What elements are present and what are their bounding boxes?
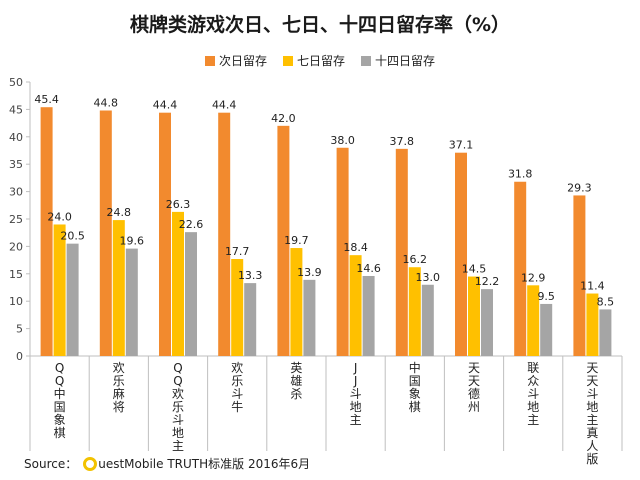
data-label: 38.0	[330, 134, 355, 147]
bar-0-2	[159, 112, 171, 356]
data-label: 18.4	[343, 241, 368, 254]
y-tick-label: 10	[9, 295, 23, 308]
legend-item-2: 十四日留存	[361, 52, 435, 69]
bar-0-8	[514, 181, 527, 356]
legend-swatch-2	[361, 55, 371, 66]
bar-1-8	[527, 285, 540, 356]
data-label: 44.4	[153, 99, 178, 112]
y-tick-label: 50	[9, 76, 23, 89]
data-label: 13.3	[238, 269, 263, 282]
x-tick-label: 欢乐斗牛	[231, 360, 243, 414]
bar-1-1	[112, 220, 125, 356]
data-label: 31.8	[508, 168, 533, 181]
data-label: 42.0	[271, 112, 296, 125]
chart-legend: 次日留存 七日留存 十四日留存	[0, 52, 640, 69]
data-label: 22.6	[179, 218, 204, 231]
bar-2-3	[244, 283, 257, 356]
bar-2-4	[303, 279, 316, 356]
bar-2-7	[481, 289, 493, 356]
data-label: 44.8	[94, 96, 119, 109]
data-label: 9.5	[537, 290, 555, 303]
data-label: 14.6	[356, 262, 381, 275]
y-tick-label: 20	[9, 240, 23, 253]
data-label: 44.4	[212, 99, 237, 112]
bar-0-0	[40, 107, 53, 356]
data-label: 13.9	[297, 266, 322, 279]
y-tick-label: 5	[16, 323, 23, 336]
source-note: Source： uestMobile TRUTH标准版 2016年6月	[24, 455, 310, 472]
x-tick-label: 联众斗地主	[527, 361, 539, 427]
x-tick-label: 英雄杀	[290, 361, 302, 401]
bar-2-6	[421, 284, 434, 356]
data-label: 20.5	[60, 230, 85, 243]
bar-0-3	[218, 112, 231, 356]
data-label: 29.3	[567, 181, 592, 194]
x-tick-label: Q Q 中国象棋	[54, 361, 66, 440]
data-label: 37.1	[449, 139, 474, 152]
data-label: 12.2	[475, 275, 500, 288]
y-tick-label: 35	[9, 158, 23, 171]
data-label: 11.4	[580, 280, 605, 293]
questmobile-logo-icon	[83, 456, 98, 471]
y-tick-label: 15	[9, 268, 23, 281]
source-prefix: Source：	[24, 457, 78, 471]
legend-label-1: 七日留存	[296, 54, 345, 68]
x-tick-label: 天天斗地主真人版	[586, 361, 598, 466]
data-label: 24.0	[47, 210, 72, 223]
data-label: 17.7	[225, 245, 250, 258]
legend-swatch-0	[204, 55, 215, 66]
legend-swatch-1	[282, 55, 293, 66]
bar-0-7	[455, 152, 467, 356]
bar-2-8	[540, 303, 553, 356]
data-label: 26.3	[166, 198, 191, 211]
legend-item-0: 次日留存	[204, 52, 267, 69]
data-label: 12.9	[521, 271, 546, 284]
data-label: 37.8	[390, 135, 415, 148]
bar-2-0	[66, 243, 79, 356]
bar-1-9	[586, 293, 599, 356]
bar-1-2	[172, 211, 184, 356]
bar-0-1	[99, 110, 112, 356]
data-label: 19.7	[284, 234, 309, 247]
data-label: 8.5	[597, 295, 615, 308]
bar-1-0	[53, 224, 66, 356]
data-label: 14.5	[462, 263, 487, 276]
x-tick-label: 天天德州	[468, 361, 480, 414]
bar-1-6	[408, 267, 421, 356]
bar-1-7	[468, 276, 480, 356]
bar-2-9	[599, 309, 612, 356]
y-tick-label: 30	[9, 186, 23, 199]
data-label: 24.8	[107, 206, 132, 219]
bar-0-9	[573, 195, 586, 356]
data-label: 13.0	[416, 271, 441, 284]
x-tick-label: J J 斗地主	[350, 361, 362, 427]
bar-1-3	[231, 259, 244, 356]
y-tick-label: 25	[9, 213, 23, 226]
bar-2-1	[125, 248, 138, 356]
chart-title: 棋牌类游戏次日、七日、十四日留存率（%）	[129, 14, 511, 36]
bar-0-6	[395, 148, 408, 356]
bar-0-5	[336, 147, 349, 356]
x-tick-label: 欢乐麻将	[113, 360, 125, 414]
y-tick-label: 0	[16, 350, 23, 363]
y-tick-label: 45	[9, 103, 23, 116]
x-tick-label: 中国象棋	[409, 360, 421, 414]
data-label: 45.4	[34, 93, 59, 106]
legend-label-0: 次日留存	[218, 54, 267, 68]
x-tick-label: Q Q 欢乐斗地主	[172, 361, 184, 453]
legend-item-1: 七日留存	[282, 52, 345, 69]
data-label: 19.6	[120, 235, 145, 248]
y-tick-label: 40	[9, 131, 23, 144]
bar-2-5	[362, 275, 375, 356]
legend-label-2: 十四日留存	[375, 54, 436, 68]
bar-2-2	[185, 232, 197, 356]
data-label: 16.2	[403, 253, 428, 266]
bar-0-4	[277, 125, 290, 356]
source-text: uestMobile TRUTH标准版 2016年6月	[98, 457, 311, 471]
bar-1-4	[290, 248, 303, 356]
bar-1-5	[349, 255, 362, 356]
